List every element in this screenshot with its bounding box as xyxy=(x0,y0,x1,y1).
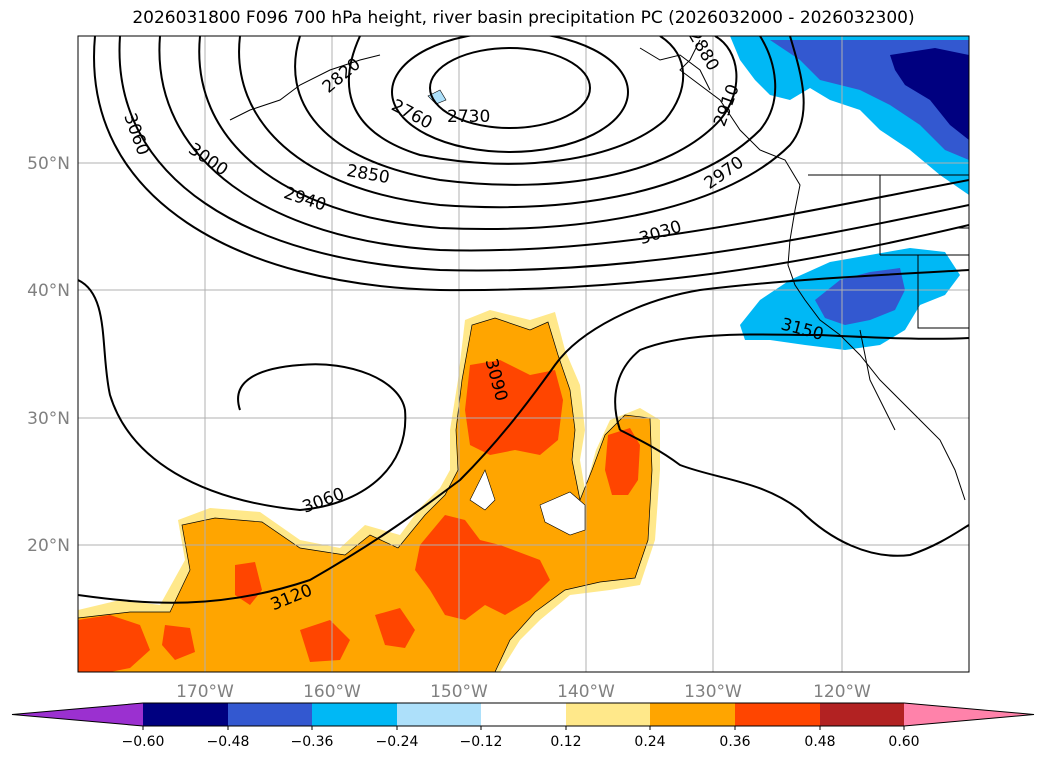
lat-tick-label: 20°N xyxy=(27,536,70,556)
colorbar-tick-label: −0.36 xyxy=(291,734,334,750)
lon-tick-label: 130°W xyxy=(684,682,742,702)
colorbar-tick-label: 0.60 xyxy=(888,734,919,750)
colorbar-segment xyxy=(820,703,904,726)
lon-tick-label: 120°W xyxy=(813,682,871,702)
longitude-labels: 170°W 160°W 150°W 140°W 130°W 120°W xyxy=(176,682,871,702)
latitude-labels: 50°N 40°N 30°N 20°N xyxy=(27,154,70,556)
lat-tick-label: 40°N xyxy=(27,281,70,301)
colorbar-extend-low xyxy=(12,703,143,726)
colorbar-segment xyxy=(650,703,735,726)
colorbar-tick-label: 0.36 xyxy=(719,734,750,750)
contour-label: 2730 xyxy=(447,107,490,127)
colorbar-tick-label: 0.48 xyxy=(804,734,835,750)
colorbar-tick-label: −0.24 xyxy=(376,734,419,750)
colorbar-segment xyxy=(735,703,820,726)
colorbar-segment xyxy=(566,703,650,726)
colorbar-segment xyxy=(481,703,566,726)
colorbar-segment xyxy=(397,703,481,726)
colorbar-tick-label: −0.48 xyxy=(207,734,250,750)
map-frame xyxy=(77,35,970,673)
height-contours xyxy=(78,36,969,604)
positive-anomaly-subtropical xyxy=(78,310,660,672)
lon-tick-label: 150°W xyxy=(430,682,488,702)
lon-tick-label: 160°W xyxy=(303,682,361,702)
colorbar-tick-label: 0.24 xyxy=(634,734,665,750)
colorbar-segment xyxy=(228,703,312,726)
lat-tick-label: 50°N xyxy=(27,154,70,174)
colorbar-segment xyxy=(143,703,228,726)
colorbar-tick-label: −0.60 xyxy=(122,734,165,750)
colorbar-extend-high xyxy=(904,703,1034,726)
lon-tick-label: 140°W xyxy=(557,682,615,702)
colorbar-segment xyxy=(312,703,397,726)
map-title: 2026031800 F096 700 hPa height, river ba… xyxy=(132,8,915,28)
colorbar: −0.60 −0.48 −0.36 −0.24 −0.12 0.12 0.24 0.36 0.4… xyxy=(11,702,1035,750)
lon-tick-label: 170°W xyxy=(176,682,234,702)
lat-tick-label: 30°N xyxy=(27,409,70,429)
colorbar-tick-label: 0.12 xyxy=(550,734,581,750)
negative-anomaly-northeast xyxy=(730,36,969,195)
coastlines xyxy=(229,39,969,501)
colorbar-tick-label: −0.12 xyxy=(460,734,503,750)
